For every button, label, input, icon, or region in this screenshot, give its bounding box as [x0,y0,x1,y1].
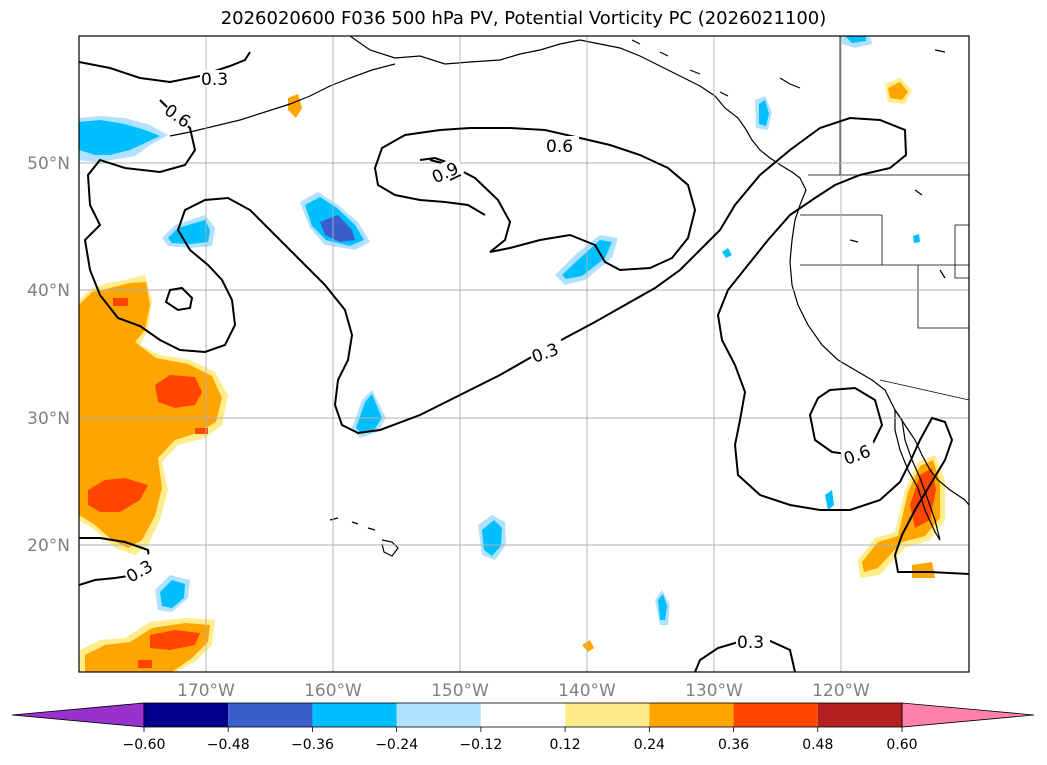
colorbar-bin [144,703,229,727]
pv-fill-orange-tiny [582,640,594,652]
pv-fill-blue-7 [658,594,667,620]
colorbar-bin [396,703,481,727]
pv-contours [79,51,969,672]
pv-fill-orange-baja2 [912,562,935,578]
pv-fill-blue-4 [356,394,382,434]
pv-fill-darkblue-2 [320,215,355,242]
colorbar-bin [480,703,566,727]
pv-negative-fills [79,36,920,625]
pv-fill-orange-east [888,82,908,100]
lon-label-170w: 170°W [177,681,235,701]
pv-fill-red-west-4 [195,428,208,434]
colorbar-bin [228,703,313,727]
pv-fill-blue-11 [722,248,732,258]
map-area [79,36,969,672]
pv-fill-blue-5 [482,520,502,556]
colorbar-bin [733,703,818,727]
pv-fill-blue-1 [168,220,210,244]
lon-label-160w: 160°W [304,681,362,701]
lon-labels: 170°W 160°W 150°W 140°W 130°W 120°W [177,681,870,701]
lat-label-40n: 40°N [27,281,70,301]
pv-fill-blue-6 [160,580,185,608]
colorbar-tick-label: 0.24 [634,737,665,753]
contour-label-0.3-a: 0.3 [201,70,228,90]
lon-label-150w: 150°W [431,681,489,701]
colorbar-tick-label: −0.24 [375,737,418,753]
plot-title: 2026020600 F036 500 hPa PV, Potential Vo… [220,8,827,29]
pv-fill-red-sw2 [138,660,152,668]
contour-0.3-north [79,51,251,84]
lon-label-120w: 120°W [812,681,870,701]
pv-fill-red-sw [150,630,200,650]
colorbar: −0.60 −0.48 −0.36 −0.24 −0.12 0.12 0.24 0.36 0.4… [11,702,1035,753]
colorbar-tick-label: 0.36 [718,737,749,753]
pv-fill-blue-12 [913,234,920,243]
contour-0.3-inner-small [164,286,194,312]
lon-label-130w: 130°W [685,681,743,701]
colorbar-extend-low [11,702,145,728]
pv-fill-blue-9 [845,36,866,43]
alaska-coast [349,36,801,179]
colorbar-tick-label: −0.12 [459,737,502,753]
colorbar-tick-label: 0.12 [550,737,581,753]
colorbar-tick-label: 0.48 [802,737,833,753]
contour-label-0.6-b: 0.6 [546,137,573,157]
lat-label-50n: 50°N [27,154,70,174]
colorbar-bin [565,703,650,727]
lat-label-20n: 20°N [27,536,70,556]
colorbar-bin [817,703,902,727]
colorbar-bin [649,703,734,727]
coastlines [169,36,969,557]
pv-fill-red-west-3 [113,298,128,306]
contour-0.6-nw [83,99,969,575]
colorbar-bin [312,703,397,727]
graticule [79,36,969,672]
north-america-coast [789,177,969,506]
baja-peninsula [894,408,941,541]
contour-0.9-inner [373,127,697,272]
pv-fill-blue-nw [79,120,160,155]
contour-label-0.3-d: 0.3 [737,633,764,653]
colorbar-tick-label: −0.60 [123,737,166,753]
pv-fill-blue-8 [759,100,769,126]
island-bits [631,39,946,279]
lat-labels: 50°N 40°N 30°N 20°N [27,154,70,556]
lat-label-30n: 30°N [27,409,70,429]
lon-label-140w: 140°W [558,681,616,701]
pv-fill-red-west-1 [155,375,202,408]
pv-fill-blue-10 [825,490,834,510]
hawaii-islands [329,517,399,557]
aleutian-chain [169,63,396,137]
colorbar-tick-label: −0.48 [207,737,250,753]
contour-labels: 0.3 0.6 0.9 0.6 0.3 0.6 0.3 0.3 [121,70,879,653]
pv-fill-red-west-2 [88,478,148,512]
colorbar-outline [143,702,903,728]
colorbar-extend-high [901,702,1035,728]
colorbar-tick-label: −0.36 [291,737,334,753]
colorbar-tick-label: 0.60 [886,737,917,753]
map-border [78,35,970,673]
